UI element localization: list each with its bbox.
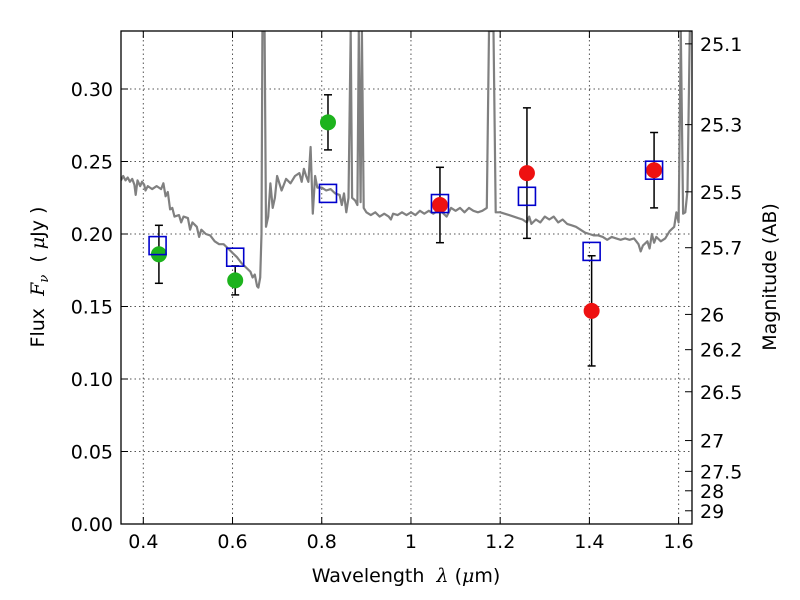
x-tick-label: 0.6: [217, 531, 247, 553]
y-axis-label: Flux Fν ( μJy ): [27, 207, 52, 348]
data-points-layer: [148, 94, 664, 367]
observed-point-red: [431, 197, 448, 213]
model-photometry-square: [517, 186, 537, 207]
model-photometry-square: [430, 193, 450, 214]
y2-tick-label: 26: [700, 304, 724, 326]
y-tick-label: 0.30: [71, 79, 113, 101]
y-axis-label-unit-open: (: [27, 249, 49, 275]
model-photometry-square: [582, 241, 601, 262]
y-axis-label-prefix: Flux: [27, 296, 49, 348]
x-axis-label-unit-mu: μ: [462, 565, 474, 587]
x-axis-label-unit-open: (: [449, 565, 462, 587]
x-axis-label: Wavelength λ (μm): [312, 565, 501, 587]
x-tick-label: 1.4: [574, 531, 604, 553]
y2-tick-label: 26.2: [700, 340, 742, 362]
plot-frame: [120, 30, 693, 525]
y2-tick-label: 25.7: [700, 238, 742, 260]
x-tick-label: 0.4: [128, 531, 158, 553]
y-axis-label-unit-mu: μ: [27, 237, 49, 249]
x-axis-label-prefix: Wavelength: [312, 565, 437, 587]
y2-tick-label: 26.5: [700, 382, 742, 404]
model-photometry-square: [225, 247, 245, 267]
grid: [121, 31, 692, 525]
observed-point-red: [583, 302, 600, 319]
y2-tick-label: 25.3: [700, 115, 742, 137]
y-tick-label: 0.15: [71, 297, 113, 319]
y-axis-label-symbol: F: [27, 282, 49, 297]
y-tick-label: 0.25: [71, 152, 113, 174]
y-tick-label: 0.20: [71, 224, 113, 246]
observed-point-green: [319, 114, 336, 131]
y2-tick-label: 29: [700, 501, 724, 523]
model-photometry-square: [318, 183, 338, 204]
y-tick-label: 0.00: [71, 514, 113, 536]
y2-tick-label: 28: [700, 481, 724, 503]
x-tick-label: 1.2: [485, 531, 515, 553]
y-tick-label: 0.05: [71, 442, 113, 464]
y-tick-label: 0.10: [71, 369, 113, 391]
y2-tick-label: 27: [700, 431, 724, 453]
model-photometry-square: [644, 160, 664, 180]
observed-point-red: [646, 162, 663, 179]
x-tick-label: 0.8: [307, 531, 337, 553]
y-axis-label-sub: ν: [37, 275, 52, 283]
y2-tick-label: 25.5: [700, 182, 742, 204]
y2-tick-label: 25.1: [700, 34, 742, 56]
y-axis-label-unit-rest: Jy ): [27, 207, 49, 238]
x-tick-label: 1: [405, 531, 417, 553]
y2-axis-label: Magnitude (AB): [759, 203, 781, 351]
x-tick-label: 1.6: [664, 531, 694, 553]
x-axis-label-symbol: λ: [436, 565, 449, 587]
observed-point-green: [227, 272, 244, 289]
model-spectrum-layer: [121, 31, 692, 289]
axis-ticks: 0.4 0.6 0.8 1 1.2 1.4 1.6 0.00 0.05 0.10 0.15 0.20 0…: [71, 31, 742, 553]
y2-tick-label: 27.5: [700, 461, 742, 483]
observed-point-red: [518, 165, 535, 182]
model-spectrum-line: [121, 31, 692, 289]
x-axis-label-unit-rest: m): [474, 565, 500, 587]
model-photometry-square: [148, 235, 167, 256]
